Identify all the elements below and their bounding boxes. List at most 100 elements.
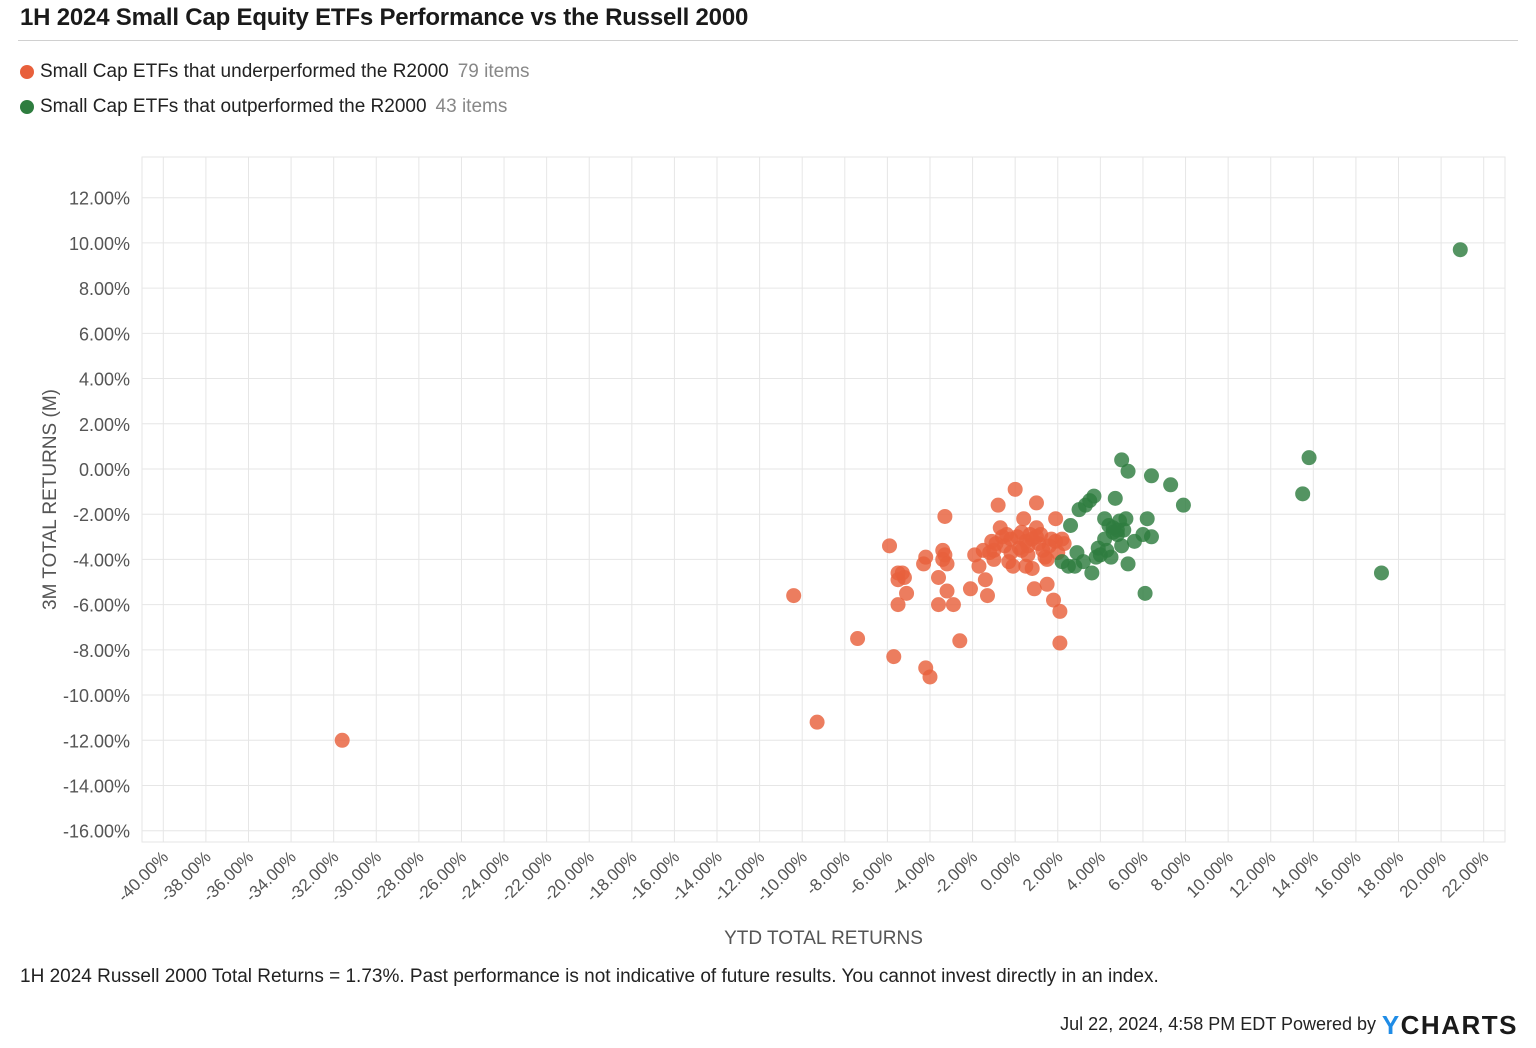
point-outperformed	[1067, 558, 1083, 574]
y-tick-label: -12.00%	[63, 731, 130, 751]
point-underperformed	[1039, 551, 1055, 567]
point-outperformed	[1137, 585, 1153, 601]
legend-item-outperformed[interactable]: Small Cap ETFs that outperformed the R20…	[20, 89, 530, 124]
point-underperformed	[986, 542, 1002, 558]
y-tick-label: -14.00%	[63, 776, 130, 796]
y-tick-label: 4.00%	[79, 370, 130, 390]
point-outperformed	[1143, 468, 1159, 484]
legend-marker-outperformed	[20, 99, 34, 114]
point-underperformed	[1046, 592, 1062, 608]
point-underperformed	[850, 631, 866, 647]
point-underperformed	[334, 732, 350, 748]
point-underperformed	[931, 569, 947, 585]
point-underperformed	[1052, 603, 1068, 619]
title-divider	[18, 40, 1518, 41]
plot-area-frame	[141, 156, 1506, 843]
point-outperformed	[1063, 517, 1079, 533]
legend-count-underperformed: 79 items	[457, 60, 530, 82]
y-tick-label: 0.00%	[79, 460, 130, 480]
point-outperformed	[1069, 545, 1085, 561]
point-underperformed	[1016, 511, 1032, 527]
x-tick-label: 10.00%	[1183, 847, 1237, 901]
logo-y: Y	[1381, 1010, 1401, 1040]
point-outperformed	[1086, 488, 1102, 504]
point-outperformed	[1103, 549, 1119, 565]
point-underperformed	[971, 558, 987, 574]
y-tick-label: 2.00%	[79, 415, 130, 435]
point-underperformed	[786, 588, 802, 604]
x-tick-label: 2.00%	[1019, 847, 1067, 895]
point-underperformed	[1003, 545, 1019, 561]
scatter-chart: 12.00%10.00%8.00%6.00%4.00%2.00%0.00%-2.…	[40, 156, 1506, 949]
x-tick-label: 14.00%	[1268, 847, 1322, 901]
point-underperformed	[1005, 558, 1021, 574]
point-outperformed	[1105, 520, 1121, 536]
point-underperformed	[962, 581, 978, 597]
ycharts-logo[interactable]: YCHARTS	[1382, 1010, 1518, 1041]
point-underperformed	[890, 597, 906, 613]
x-tick-label: 12.00%	[1225, 847, 1279, 901]
point-outperformed	[1373, 565, 1389, 581]
logo-text: CHARTS	[1400, 1010, 1518, 1040]
point-outperformed	[1084, 565, 1100, 581]
point-outperformed	[1090, 540, 1106, 556]
point-underperformed	[886, 649, 902, 665]
x-tick-label: -4.00%	[887, 847, 939, 899]
point-outperformed	[1054, 554, 1070, 570]
y-tick-label: 12.00%	[69, 189, 130, 209]
point-underperformed	[931, 597, 947, 613]
point-underperformed	[979, 588, 995, 604]
x-axis-label: YTD TOTAL RETURNS	[724, 928, 923, 949]
y-tick-label: -8.00%	[73, 641, 130, 661]
point-outperformed	[1301, 450, 1317, 466]
point-underperformed	[896, 569, 912, 585]
point-underperformed	[899, 585, 915, 601]
point-underperformed	[1039, 576, 1055, 592]
x-tick-label: 18.00%	[1353, 847, 1407, 901]
point-underperformed	[952, 633, 968, 649]
x-tick-label: 6.00%	[1104, 847, 1152, 895]
x-tick-label: -2.00%	[930, 847, 982, 899]
x-tick-label: 16.00%	[1311, 847, 1365, 901]
point-underperformed	[918, 549, 934, 565]
y-axis-label: 3M TOTAL RETURNS (M)	[40, 389, 61, 610]
point-outperformed	[1175, 497, 1191, 513]
point-underperformed	[1020, 538, 1036, 554]
point-outperformed	[1114, 538, 1130, 554]
x-tick-label: 4.00%	[1062, 847, 1110, 895]
point-underperformed	[1007, 481, 1023, 497]
point-outperformed	[1139, 511, 1155, 527]
point-underperformed	[809, 714, 825, 730]
point-underperformed	[1056, 536, 1072, 552]
x-tick-label: -8.00%	[802, 847, 854, 899]
point-underperformed	[1028, 495, 1044, 511]
point-underperformed	[939, 583, 955, 599]
point-outperformed	[1163, 477, 1179, 493]
point-outperformed	[1295, 486, 1311, 502]
y-tick-label: -10.00%	[63, 686, 130, 706]
point-underperformed	[990, 497, 1006, 513]
point-underperformed	[1052, 635, 1068, 651]
point-underperformed	[939, 556, 955, 572]
y-tick-label: 8.00%	[79, 279, 130, 299]
point-underperformed	[922, 669, 938, 685]
point-underperformed	[1048, 511, 1064, 527]
point-outperformed	[1120, 463, 1136, 479]
point-underperformed	[937, 508, 953, 524]
y-tick-label: -4.00%	[73, 550, 130, 570]
chart-title: 1H 2024 Small Cap Equity ETFs Performanc…	[20, 4, 749, 31]
x-tick-label: 20.00%	[1396, 847, 1450, 901]
point-underperformed	[1024, 560, 1040, 576]
point-outperformed	[1114, 452, 1130, 468]
point-outperformed	[1143, 529, 1159, 545]
point-outperformed	[1452, 242, 1468, 258]
point-outperformed	[1120, 556, 1136, 572]
legend-label-underperformed: Small Cap ETFs that underperformed the R…	[40, 60, 449, 82]
legend-count-outperformed: 43 items	[435, 95, 508, 117]
point-outperformed	[1071, 502, 1087, 518]
point-outperformed	[1107, 490, 1123, 506]
legend-item-underperformed[interactable]: Small Cap ETFs that underperformed the R…	[20, 54, 530, 89]
y-tick-label: 6.00%	[79, 324, 130, 344]
legend-label-outperformed: Small Cap ETFs that outperformed the R20…	[40, 95, 427, 117]
point-underperformed	[977, 572, 993, 588]
